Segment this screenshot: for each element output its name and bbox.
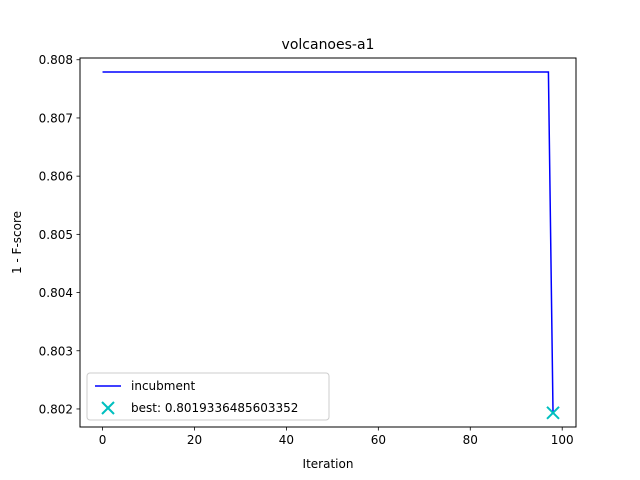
y-tick-label: 0.808 [39,53,73,67]
x-tick-label: 100 [551,433,574,447]
y-tick-label: 0.804 [39,286,73,300]
x-tick-label: 60 [371,433,386,447]
legend-label-best: best: 0.8019336485603352 [131,401,298,415]
x-axis-ticks: 0 20 40 60 80 100 [99,427,574,447]
y-tick-label: 0.803 [39,344,73,358]
best-point-marker [546,406,560,420]
y-axis-label: 1 - F-score [10,211,24,274]
series-line-incumbent [102,71,554,413]
legend-box [86,372,330,421]
x-axis-label: Iteration [303,457,354,471]
x-tick-label: 20 [187,433,202,447]
legend-marker-swatch [101,401,115,415]
y-tick-label: 0.805 [39,228,73,242]
x-tick-label: 0 [99,433,107,447]
legend: incubment best: 0.8019336485603352 [86,372,330,421]
x-tick-label: 80 [463,433,478,447]
y-tick-label: 0.806 [39,170,73,184]
plot-frame [79,57,577,428]
y-tick-label: 0.802 [39,402,73,416]
legend-label-incumbent: incubment [131,379,195,393]
best-marker-stroke [546,406,560,420]
plot-area [80,58,576,427]
series-layer [102,71,560,420]
x-tick-label: 40 [279,433,294,447]
y-axis-ticks: 0.802 0.803 0.804 0.805 0.806 0.807 0.808 [39,53,80,416]
chart-title: volcanoes-a1 [282,37,375,53]
y-tick-label: 0.807 [39,111,73,125]
